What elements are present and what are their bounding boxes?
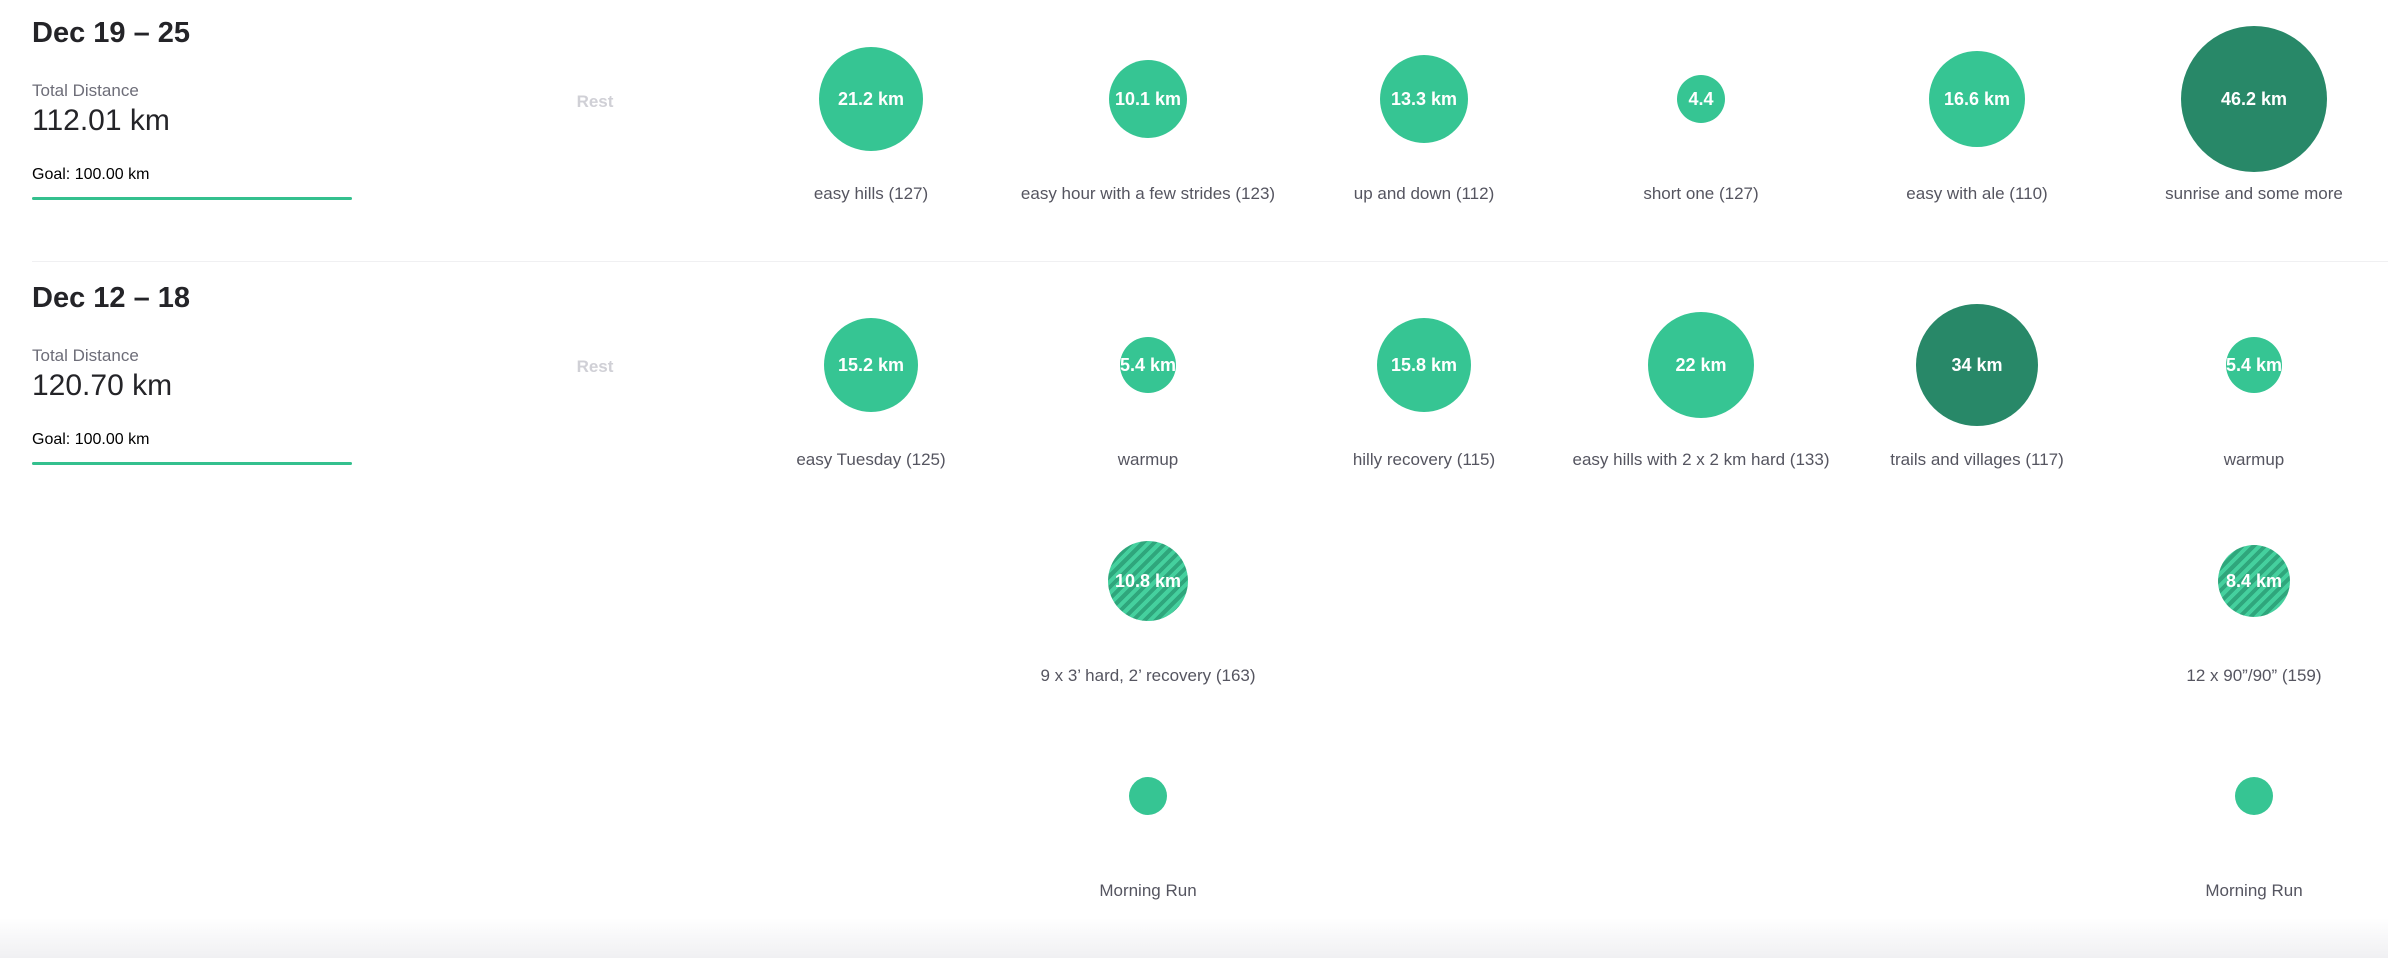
goal-progress-bar — [32, 197, 352, 200]
bottom-fade — [0, 918, 2388, 958]
activity[interactable]: 21.2 km easy hills (127) — [741, 47, 1001, 203]
activity-name[interactable]: easy Tuesday (125) — [796, 450, 946, 469]
activity-bubble[interactable]: 5.4 km — [2226, 337, 2282, 393]
activity-name[interactable]: warmup — [1117, 450, 1179, 469]
activity-distance: 22 km — [1675, 354, 1727, 375]
activity[interactable]: Morning Run — [2124, 777, 2384, 900]
activity[interactable]: 15.2 km easy Tuesday (125) — [741, 318, 1001, 469]
activity-distance: 15.2 km — [837, 354, 905, 375]
activity-distance: 34 km — [1951, 354, 2003, 375]
activity-bubble[interactable]: 15.2 km — [824, 318, 918, 412]
activity-bubble[interactable]: 15.8 km — [1377, 318, 1471, 412]
rest-day-label: Rest — [576, 357, 614, 376]
activity[interactable]: 16.6 km easy with ale (110) — [1847, 51, 2107, 203]
week-title[interactable]: Dec 19 – 25 — [32, 17, 191, 49]
activity[interactable]: 4.4 short one (127) — [1571, 75, 1831, 203]
goal-progress-fill — [32, 197, 352, 200]
activity-distance: 13.3 km — [1390, 88, 1458, 109]
activity[interactable]: Morning Run — [1018, 777, 1278, 900]
goal-progress-fill — [32, 462, 352, 465]
rest-day-label: Rest — [576, 92, 614, 111]
activity-name[interactable]: easy with ale (110) — [1906, 184, 2048, 203]
activity[interactable]: 10.1 km easy hour with a few strides (12… — [1018, 60, 1278, 203]
activity-bubble[interactable]: 34 km — [1916, 304, 2038, 426]
activity-bubble[interactable]: 16.6 km — [1929, 51, 2025, 147]
activity-bubble[interactable]: 10.1 km — [1109, 60, 1187, 138]
activity[interactable]: 5.4 km warmup — [1018, 337, 1278, 469]
activity-distance: 10.8 km — [1114, 570, 1182, 591]
week-title[interactable]: Dec 12 – 18 — [32, 282, 191, 314]
activity-bubble[interactable]: 22 km — [1648, 312, 1754, 418]
activity-distance: 5.4 km — [1119, 354, 1177, 375]
activity[interactable]: 8.4 km 12 x 90”/90” (159) — [2124, 545, 2384, 685]
activity-bubble[interactable]: 13.3 km — [1380, 55, 1468, 143]
activity-name[interactable]: up and down (112) — [1353, 184, 1495, 203]
activity-bubble[interactable]: 21.2 km — [819, 47, 923, 151]
activity-distance: 5.4 km — [2225, 354, 2283, 375]
activity-bubble[interactable] — [1129, 777, 1167, 815]
activity[interactable]: 13.3 km up and down (112) — [1294, 55, 1554, 203]
activity-distance: 21.2 km — [837, 88, 905, 109]
total-distance-label: Total Distance — [32, 346, 139, 365]
activity[interactable]: 34 km trails and villages (117) — [1847, 304, 2107, 469]
activity-name[interactable]: short one (127) — [1643, 184, 1759, 203]
activity-distance: 46.2 km — [2220, 88, 2288, 109]
goal-label: Goal: 100.00 km — [32, 166, 150, 183]
activity[interactable]: 46.2 km sunrise and some more — [2124, 26, 2384, 203]
activity-distance: 16.6 km — [1943, 88, 2011, 109]
activity[interactable]: 22 km easy hills with 2 x 2 km hard (133… — [1571, 312, 1831, 469]
activity[interactable]: 10.8 km 9 x 3’ hard, 2’ recovery (163) — [1018, 541, 1278, 685]
activity[interactable]: 5.4 km warmup — [2124, 337, 2384, 469]
activity-bubble[interactable]: 10.8 km — [1108, 541, 1188, 621]
activity-distance: 15.8 km — [1390, 354, 1458, 375]
activity-name[interactable]: trails and villages (117) — [1890, 450, 2064, 469]
activity-name[interactable]: easy hills (127) — [813, 184, 929, 203]
activity-name[interactable]: easy hour with a few strides (123) — [1020, 184, 1276, 203]
activity-name[interactable]: Morning Run — [1099, 881, 1197, 900]
activity-distance: 8.4 km — [2225, 570, 2283, 591]
activity-name[interactable]: Morning Run — [2205, 881, 2303, 900]
week-divider — [32, 261, 2388, 262]
activity-distance: 4.4 — [1688, 88, 1714, 109]
activity-bubble[interactable]: 4.4 — [1677, 75, 1725, 123]
activity[interactable]: 15.8 km hilly recovery (115) — [1294, 318, 1554, 469]
goal-progress-bar — [32, 462, 352, 465]
activity-name[interactable]: hilly recovery (115) — [1352, 450, 1496, 469]
activity-name[interactable]: 9 x 3’ hard, 2’ recovery (163) — [1040, 666, 1256, 685]
activity-bubble[interactable]: 8.4 km — [2218, 545, 2290, 617]
activity-bubble[interactable] — [2235, 777, 2273, 815]
activity-name[interactable]: 12 x 90”/90” (159) — [2186, 666, 2322, 685]
activity-distance: 10.1 km — [1114, 88, 1182, 109]
activity-name[interactable]: sunrise and some more — [2165, 184, 2343, 203]
total-distance-value: 112.01 km — [32, 104, 170, 137]
goal-label: Goal: 100.00 km — [32, 431, 150, 448]
activity-bubble[interactable]: 5.4 km — [1120, 337, 1176, 393]
activity-name[interactable]: warmup — [2223, 450, 2285, 469]
total-distance-value: 120.70 km — [32, 369, 173, 402]
activity-name[interactable]: easy hills with 2 x 2 km hard (133) — [1572, 450, 1830, 469]
total-distance-label: Total Distance — [32, 81, 139, 100]
activity-bubble[interactable]: 46.2 km — [2181, 26, 2327, 172]
